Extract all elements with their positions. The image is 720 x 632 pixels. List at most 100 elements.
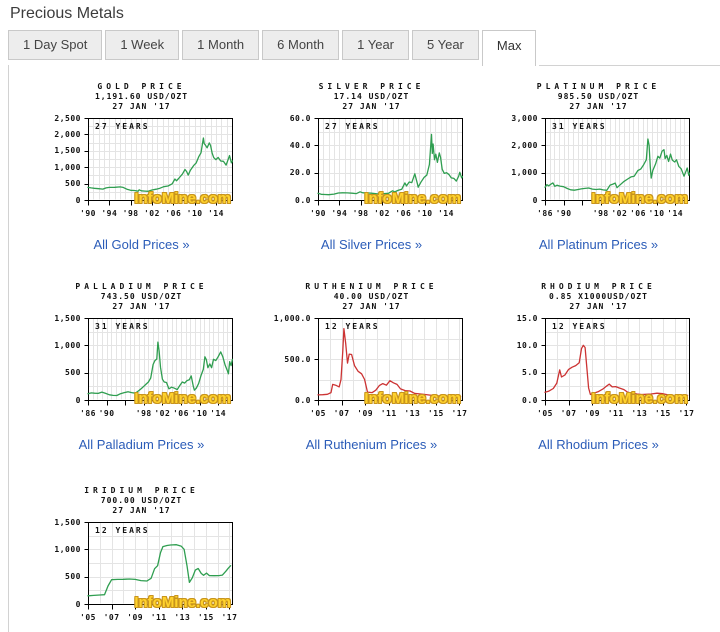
x-tick-label: '17	[451, 409, 468, 418]
chart-date-line: 27 JAN '17	[112, 102, 171, 111]
x-tick-label: '17	[221, 613, 238, 622]
y-tick-label: 0	[75, 599, 81, 609]
x-tick-label: '14	[210, 409, 227, 418]
y-tick-label: 15.0	[516, 313, 538, 323]
rhodium-chart-image[interactable]: 12 YEARS InfoMine.com	[541, 318, 694, 408]
x-axis-labels: '05 '07 '09 '11 '13 '15 '17	[276, 408, 467, 419]
y-tick-label: 1,500	[54, 313, 81, 323]
all-gold-prices-link[interactable]: All Gold Prices »	[93, 237, 190, 252]
infomine-watermark: InfoMine.com	[364, 390, 461, 407]
y-tick-label: 0.0	[295, 395, 311, 405]
tab-1-day-spot[interactable]: 1 Day Spot	[8, 30, 103, 60]
chart-date-line: 27 JAN '17	[569, 302, 628, 311]
chart-price-line: 700.00 USD/OZT	[100, 496, 183, 505]
x-tick-label: '13	[404, 409, 421, 418]
x-axis-labels: '86'90 '98'02'06'10'14	[503, 208, 694, 219]
infomine-watermark: InfoMine.com	[591, 390, 688, 407]
x-tick-label: '90	[98, 409, 115, 418]
chart-title: RHODIUM PRICE	[541, 282, 656, 291]
x-tick-label: '14	[667, 209, 684, 218]
tab-6-month[interactable]: 6 Month	[262, 30, 340, 60]
x-tick-label: '98	[135, 409, 152, 418]
period-label: 31 YEARS	[552, 122, 607, 131]
x-tick-label: '10	[186, 209, 203, 218]
x-tick-label: '06	[395, 209, 412, 218]
palladium-chart-image[interactable]: 31 YEARS InfoMine.com	[84, 318, 237, 408]
y-tick-label: 0	[75, 395, 81, 405]
gold-chart-image[interactable]: 27 YEARS InfoMine.com	[84, 118, 237, 208]
y-tick-label: 500	[65, 572, 81, 582]
x-tick-label: '90	[80, 209, 96, 218]
x-tick-label: '94	[331, 209, 348, 218]
x-tick-label: '98	[122, 209, 139, 218]
chart-card-iridium: IRIDIUM PRICE 700.00 USD/OZT 27 JAN '17 …	[46, 486, 237, 623]
x-tick-label: '15	[654, 409, 671, 418]
y-axis-labels: 15.0 10.0 5.0 0.0	[503, 313, 541, 408]
all-ruthenium-prices-link[interactable]: All Ruthenium Prices »	[305, 437, 438, 452]
silver-chart-image[interactable]: 27 YEARS InfoMine.com	[314, 118, 467, 208]
tab-1-week[interactable]: 1 Week	[105, 30, 180, 60]
x-tick-label: '11	[607, 409, 624, 418]
y-tick-label: 2,000	[511, 140, 538, 150]
y-tick-label: 0.0	[295, 195, 311, 205]
x-tick-label: '05	[537, 409, 553, 418]
all-platinum-prices-link[interactable]: All Platinum Prices »	[538, 237, 659, 252]
y-tick-label: 1,500	[54, 517, 81, 527]
x-tick-label: '07	[103, 613, 120, 622]
all-palladium-prices-link[interactable]: All Palladium Prices »	[78, 437, 205, 452]
ruthenium-chart-image[interactable]: 12 YEARS InfoMine.com	[314, 318, 467, 408]
x-tick-label: '14	[437, 209, 454, 218]
all-rhodium-prices-link[interactable]: All Rhodium Prices »	[538, 437, 659, 452]
x-axis-labels: '05 '07 '09 '11 '13 '15 '17	[503, 408, 694, 419]
chart-card-ruthenium: RUTHENIUM PRICE 40.00 USD/OZT 27 JAN '17…	[274, 282, 467, 419]
chart-date-line: 27 JAN '17	[112, 506, 171, 515]
chart-card-gold: GOLD PRICE 1,191.60 USD/OZT 27 JAN '17 2…	[46, 82, 237, 219]
y-tick-label: 0.0	[522, 395, 538, 405]
tab-1-month[interactable]: 1 Month	[182, 30, 260, 60]
y-axis-labels: 60.0 40.0 20.0 0.0	[276, 114, 314, 208]
all-silver-prices-link[interactable]: All Silver Prices »	[320, 237, 423, 252]
chart-title: RUTHENIUM PRICE	[305, 282, 438, 291]
y-tick-label: 1,000	[54, 544, 81, 554]
x-axis-labels: '90 '94 '98 '02 '06 '10 '14	[46, 208, 237, 219]
x-tick-label: '02	[154, 409, 171, 418]
x-tick-label: '90	[310, 209, 326, 218]
chart-card-rhodium: RHODIUM PRICE 0.85 X1000USD/OZT 27 JAN '…	[503, 282, 694, 419]
x-tick-label: '02	[373, 209, 390, 218]
x-tick-label: '05	[80, 613, 96, 622]
chart-date-line: 27 JAN '17	[569, 102, 628, 111]
tab-1-year[interactable]: 1 Year	[342, 30, 410, 60]
chart-price-line: 743.50 USD/OZT	[100, 292, 183, 301]
chart-price-line: 0.85 X1000USD/OZT	[549, 292, 648, 301]
x-tick-label: '10	[416, 209, 433, 218]
platinum-chart-image[interactable]: 31 YEARS InfoMine.com	[541, 118, 694, 208]
period-label: 27 YEARS	[325, 122, 380, 131]
tab-5-year[interactable]: 5 Year	[412, 30, 479, 60]
x-tick-label: '86	[537, 209, 553, 218]
x-tick-label: '98	[352, 209, 369, 218]
y-tick-label: 0	[532, 195, 538, 205]
tabbar-bottom-border	[539, 30, 720, 66]
content-border-left	[8, 65, 9, 632]
x-tick-label: '13	[174, 613, 191, 622]
y-tick-label: 1,000	[54, 340, 81, 350]
iridium-chart-image[interactable]: 12 YEARS InfoMine.com	[84, 522, 237, 612]
x-tick-label: '09	[584, 409, 601, 418]
x-tick-label: '90	[555, 209, 572, 218]
infomine-watermark: InfoMine.com	[134, 390, 231, 407]
chart-date-line: 27 JAN '17	[112, 302, 171, 311]
infomine-watermark: InfoMine.com	[364, 190, 461, 207]
x-axis-labels: '05 '07 '09 '11 '13 '15 '17	[46, 612, 237, 623]
period-label: 12 YEARS	[95, 526, 150, 535]
tab-max[interactable]: Max	[481, 30, 537, 66]
y-axis-labels: 3,000 2,000 1,000 0	[503, 114, 541, 208]
chart-price-line: 17.14 USD/OZT	[333, 92, 410, 101]
x-tick-label: '11	[150, 613, 167, 622]
y-tick-label: 500	[65, 179, 81, 189]
x-tick-label: '06	[172, 409, 189, 418]
chart-title: PALLADIUM PRICE	[75, 282, 208, 291]
x-tick-label: '07	[333, 409, 350, 418]
y-tick-label: 5.0	[522, 368, 538, 378]
x-tick-label: '15	[197, 613, 214, 622]
x-tick-label: '02	[611, 209, 628, 218]
